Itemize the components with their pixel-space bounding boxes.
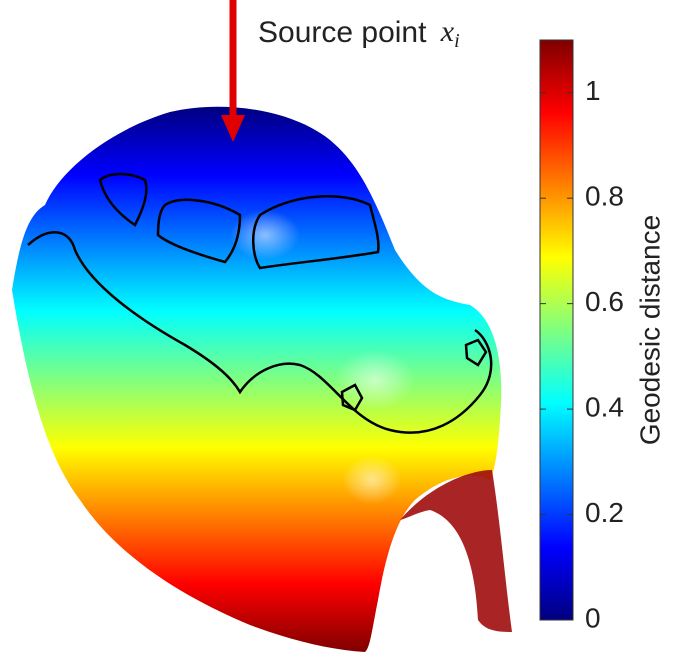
window [156,198,242,264]
body-line [27,231,493,434]
car-body [12,106,502,652]
tick-label: 0.2 [585,497,624,528]
highlight [230,210,300,260]
colorbar-ticks: 0 0.2 0.4 0.6 0.8 1 [540,75,624,633]
headlight [464,338,488,367]
tick-label: 1 [585,75,601,106]
annotation-symbol: x [440,15,455,48]
headlight [340,383,364,412]
car-surface [12,106,512,652]
car-flap [400,470,512,632]
annotation: Source point xi [258,15,460,52]
colorbar-label: Geodesic distance [634,215,665,445]
arrow-head [221,115,245,142]
window [98,172,148,227]
window [252,195,380,270]
tick-label: 0.8 [585,181,624,212]
colorbar [539,39,574,621]
highlight [335,350,415,410]
highlight [342,456,402,504]
annotation-text: Source point [258,16,427,49]
tick-label: 0.4 [585,391,624,422]
feature-lines [27,172,493,434]
tick-label: 0 [585,602,601,633]
annotation-subscript: i [454,30,460,52]
tick-label: 0.6 [585,286,624,317]
